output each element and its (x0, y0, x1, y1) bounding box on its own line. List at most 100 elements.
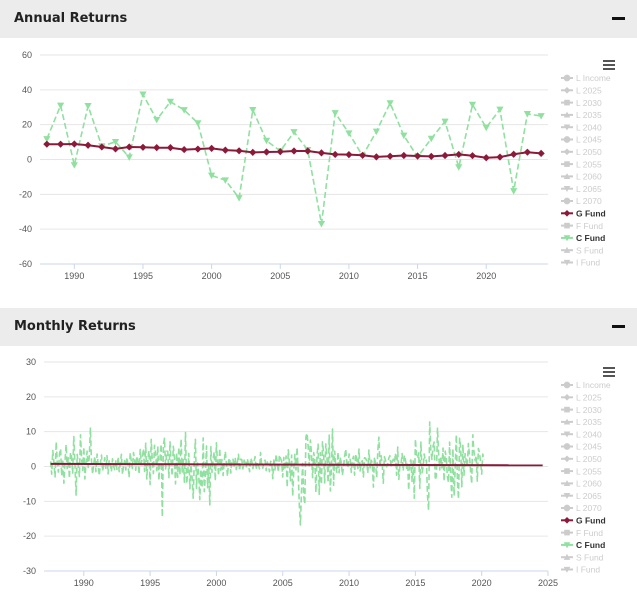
c-fund-point[interactable] (139, 91, 147, 98)
c-fund-point[interactable] (468, 101, 477, 109)
g-fund-point[interactable] (249, 148, 257, 156)
g-fund-point[interactable] (43, 140, 51, 148)
legend-item-l-2025[interactable]: L 2025 (576, 86, 602, 96)
legend-item-l-income[interactable]: L Income (576, 73, 611, 83)
g-fund-point[interactable] (317, 149, 326, 157)
collapse-monthly-icon[interactable] (612, 325, 625, 328)
legend-item-l-2040[interactable]: L 2040 (576, 429, 602, 439)
c-fund-point[interactable] (262, 137, 271, 145)
c-fund-point[interactable] (331, 110, 339, 117)
g-fund-point[interactable] (496, 153, 504, 161)
legend-item-g-fund[interactable]: G Fund (576, 209, 606, 219)
c-fund-point[interactable] (70, 162, 78, 169)
legend-item-c-fund[interactable]: C Fund (576, 233, 605, 243)
c-fund-point[interactable] (482, 124, 490, 132)
c-fund-point[interactable] (221, 177, 229, 184)
g-fund-point[interactable] (455, 150, 463, 159)
c-fund-point[interactable] (510, 188, 518, 195)
c-fund-point[interactable] (496, 106, 504, 114)
g-fund-point[interactable] (413, 152, 422, 160)
legend-item-l-2070[interactable]: L 2070 (576, 503, 602, 513)
g-fund-point[interactable] (84, 141, 92, 149)
g-fund-point[interactable] (221, 146, 229, 154)
legend-item-i-fund[interactable]: I Fund (576, 258, 600, 268)
c-fund-point[interactable] (249, 106, 257, 114)
g-fund-point[interactable] (56, 140, 65, 148)
legend-item-l-2055[interactable]: L 2055 (576, 466, 602, 476)
g-fund-series-line[interactable] (50, 462, 543, 467)
legend-item-l-2050[interactable]: L 2050 (576, 454, 602, 464)
legend-item-l-2060[interactable]: L 2060 (576, 172, 602, 182)
c-fund-point[interactable] (317, 221, 326, 228)
legend-item-l-2055[interactable]: L 2055 (576, 159, 602, 169)
legend-item-l-2030[interactable]: L 2030 (576, 98, 602, 108)
c-fund-point[interactable] (345, 130, 353, 137)
g-fund-point[interactable] (537, 149, 545, 158)
legend-item-f-fund[interactable]: F Fund (576, 528, 603, 538)
monthly-returns-header[interactable]: Monthly Returns (0, 308, 637, 346)
chart-menu-icon[interactable] (603, 60, 615, 70)
c-fund-point[interactable] (537, 113, 545, 120)
legend-item-l-2035[interactable]: L 2035 (576, 110, 602, 120)
legend-item-l-2070[interactable]: L 2070 (576, 196, 602, 206)
g-fund-point[interactable] (482, 154, 490, 162)
c-fund-point[interactable] (43, 136, 51, 143)
g-fund-point[interactable] (510, 150, 518, 158)
g-fund-point[interactable] (235, 147, 243, 155)
c-fund-series-line[interactable] (49, 421, 485, 526)
legend-item-l-2040[interactable]: L 2040 (576, 122, 602, 132)
c-fund-point[interactable] (56, 102, 65, 110)
g-fund-point[interactable] (427, 152, 435, 160)
g-fund-point[interactable] (139, 143, 147, 151)
c-fund-point[interactable] (523, 110, 532, 118)
legend-item-l-2065[interactable]: L 2065 (576, 491, 602, 501)
legend-item-l-2025[interactable]: L 2025 (576, 393, 602, 403)
c-fund-point[interactable] (235, 195, 243, 202)
legend-item-l-income[interactable]: L Income (576, 380, 611, 390)
annual-returns-header[interactable]: Annual Returns (0, 0, 637, 38)
c-fund-point[interactable] (208, 172, 216, 180)
legend-item-l-2065[interactable]: L 2065 (576, 184, 602, 194)
chart-menu-icon[interactable] (603, 367, 615, 377)
collapse-annual-icon[interactable] (612, 17, 625, 20)
g-fund-point[interactable] (194, 145, 202, 153)
g-fund-point[interactable] (276, 148, 284, 156)
legend-item-s-fund[interactable]: S Fund (576, 245, 604, 255)
g-fund-point[interactable] (290, 147, 298, 155)
c-fund-point[interactable] (290, 129, 298, 136)
c-fund-point[interactable] (441, 118, 449, 126)
g-fund-point[interactable] (166, 144, 175, 152)
legend-item-l-2050[interactable]: L 2050 (576, 147, 602, 157)
g-fund-point[interactable] (98, 143, 106, 151)
c-fund-point[interactable] (166, 98, 175, 106)
c-fund-point[interactable] (455, 164, 463, 171)
legend-item-l-2045[interactable]: L 2045 (576, 442, 602, 452)
g-fund-point[interactable] (70, 140, 78, 148)
legend-item-l-2060[interactable]: L 2060 (576, 479, 602, 489)
c-fund-point[interactable] (194, 120, 202, 127)
c-fund-point[interactable] (153, 116, 161, 124)
g-fund-point[interactable] (386, 152, 394, 160)
legend-item-g-fund[interactable]: G Fund (576, 516, 606, 526)
c-fund-point[interactable] (427, 135, 435, 143)
g-fund-point[interactable] (372, 153, 380, 161)
g-fund-point[interactable] (153, 144, 161, 152)
g-fund-point[interactable] (180, 145, 188, 154)
g-fund-point[interactable] (111, 145, 120, 153)
legend-item-l-2045[interactable]: L 2045 (576, 135, 602, 145)
g-fund-point[interactable] (208, 144, 216, 152)
g-fund-point[interactable] (400, 151, 408, 160)
g-fund-point[interactable] (359, 151, 367, 159)
legend-item-s-fund[interactable]: S Fund (576, 552, 604, 562)
g-fund-point[interactable] (441, 151, 449, 160)
g-fund-point[interactable] (125, 143, 133, 151)
g-fund-point[interactable] (345, 151, 353, 159)
g-fund-point[interactable] (304, 147, 312, 155)
c-fund-point[interactable] (372, 128, 380, 136)
legend-item-c-fund[interactable]: C Fund (576, 540, 605, 550)
c-fund-point[interactable] (386, 100, 394, 107)
g-fund-point[interactable] (468, 152, 477, 160)
c-fund-point[interactable] (400, 132, 408, 140)
legend-item-l-2035[interactable]: L 2035 (576, 417, 602, 427)
g-fund-point[interactable] (523, 148, 532, 156)
